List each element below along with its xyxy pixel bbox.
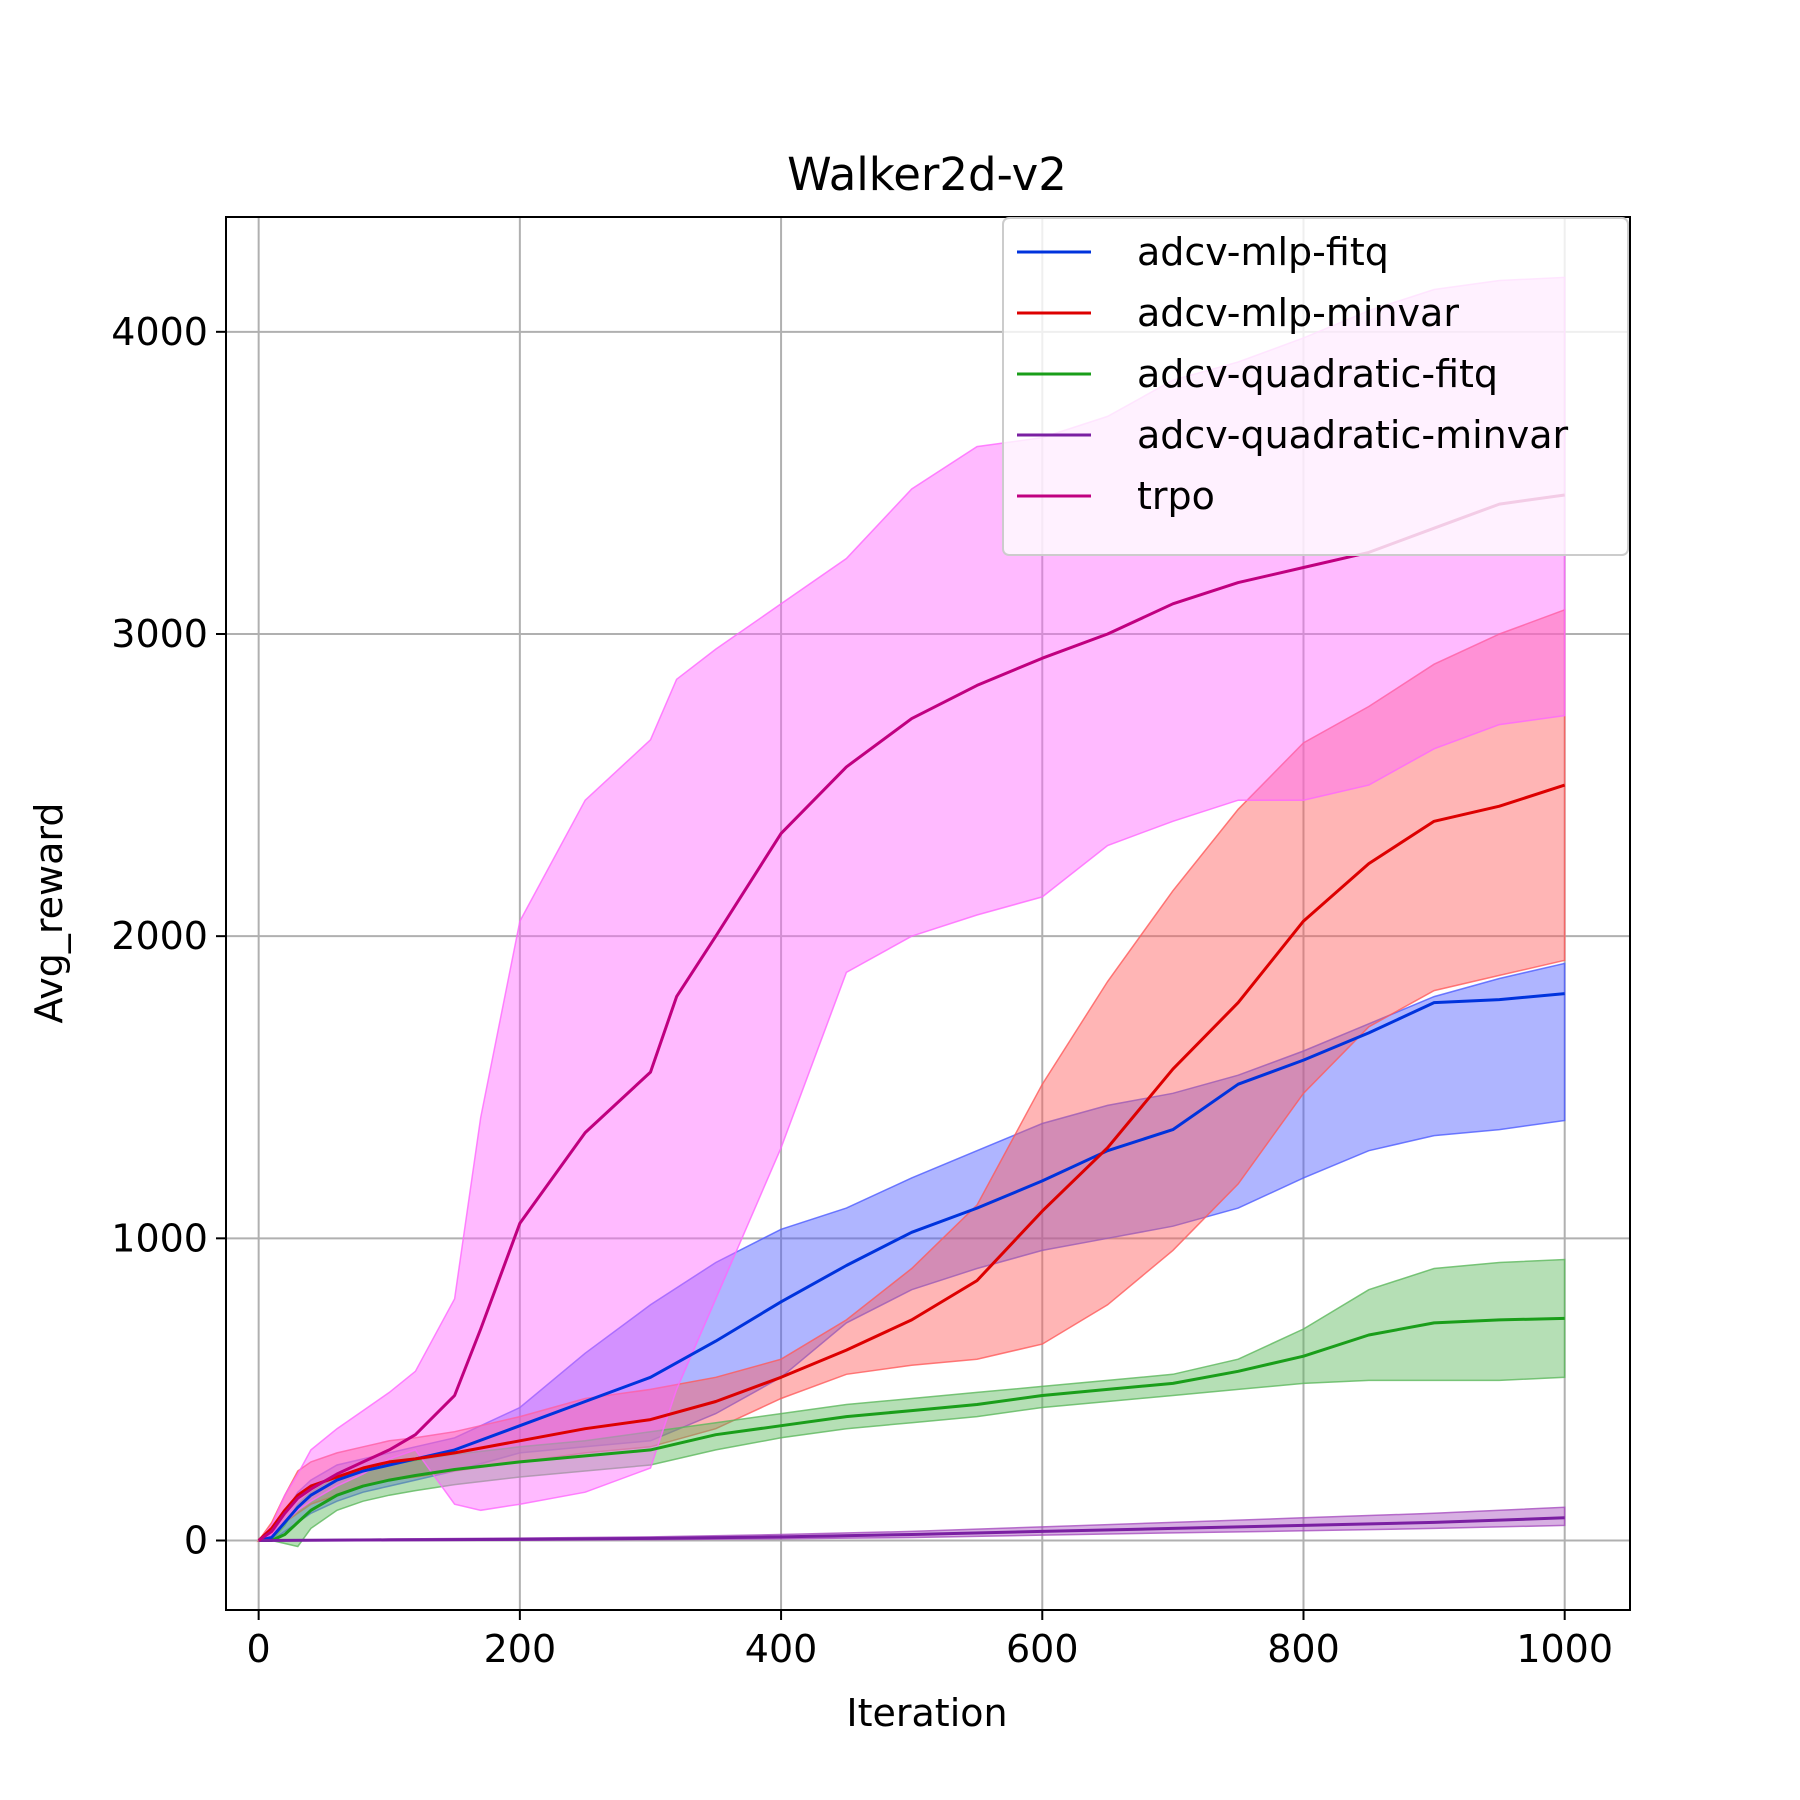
legend-label-adcv-quadratic-fitq: adcv-quadratic-fitq xyxy=(1137,352,1498,396)
x-axis-label: Iteration xyxy=(846,1691,1007,1735)
chart-title: Walker2d-v2 xyxy=(787,148,1067,201)
series-lines xyxy=(257,493,1566,1542)
line-adcv-mlp-fitq xyxy=(258,992,1565,1542)
y-axis-label: Avg_reward xyxy=(27,803,71,1024)
y-tick-label-4: 4000 xyxy=(111,310,208,354)
legend-label-trpo: trpo xyxy=(1137,474,1215,518)
x-tick-label-3: 600 xyxy=(1006,1627,1079,1671)
legend-label-adcv-mlp-minvar: adcv-mlp-minvar xyxy=(1137,291,1459,335)
line-adcv-quadratic-fitq xyxy=(258,1316,1565,1542)
y-tick-label-3: 3000 xyxy=(111,612,208,656)
x-tick-label-4: 800 xyxy=(1267,1627,1340,1671)
plot-frame xyxy=(225,216,1631,1611)
legend-label-adcv-mlp-fitq: adcv-mlp-fitq xyxy=(1137,230,1389,274)
line-adcv-quadratic-minvar xyxy=(258,1516,1565,1542)
legend-box xyxy=(1002,217,1629,556)
legend: adcv-mlp-fitq adcv-mlp-minvar adcv-quadrat… xyxy=(1002,217,1629,556)
x-tick-label-0: 0 xyxy=(247,1627,271,1671)
x-tick-label-5: 1000 xyxy=(1516,1627,1613,1671)
y-tick-label-1: 1000 xyxy=(111,1216,208,1260)
y-tick-label-2: 2000 xyxy=(111,914,208,958)
legend-label-adcv-quadratic-minvar: adcv-quadratic-minvar xyxy=(1137,413,1568,457)
y-axis-ticks: 0 1000 2000 3000 4000 xyxy=(111,310,226,1563)
x-tick-label-1: 200 xyxy=(484,1627,557,1671)
line-trpo xyxy=(257,493,1565,1542)
x-axis-ticks: 0 200 400 600 800 1000 xyxy=(247,1610,1613,1671)
x-tick-label-2: 400 xyxy=(745,1627,818,1671)
y-tick-label-0: 0 xyxy=(184,1519,208,1563)
